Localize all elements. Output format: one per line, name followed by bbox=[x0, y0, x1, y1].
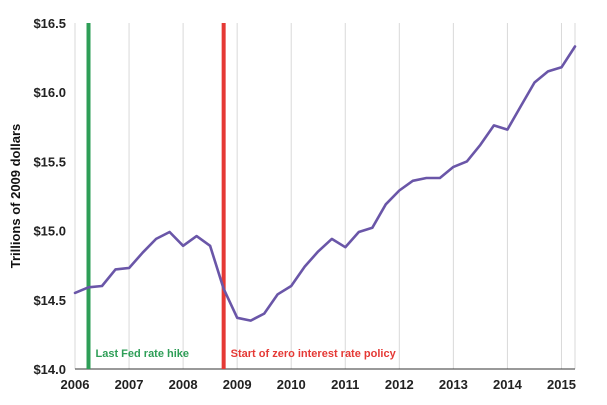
x-tick-label: 2010 bbox=[277, 377, 306, 392]
y-tick-label: $14.5 bbox=[33, 293, 66, 308]
y-axis-ticks: $14.0 $14.5 $15.0 $15.5 $16.0 $16.5 bbox=[33, 16, 66, 377]
x-tick-label: 2007 bbox=[115, 377, 144, 392]
y-tick-label: $16.5 bbox=[33, 16, 66, 31]
x-tick-label: 2009 bbox=[223, 377, 252, 392]
x-tick-label: 2008 bbox=[169, 377, 198, 392]
series bbox=[73, 45, 577, 322]
x-tick-label: 2011 bbox=[331, 377, 359, 392]
x-tick-label: 2006 bbox=[61, 377, 90, 392]
y-tick-label: $15.5 bbox=[33, 154, 66, 169]
x-tick-label: 2013 bbox=[439, 377, 468, 392]
x-tick-label: 2015 bbox=[547, 377, 576, 392]
y-axis-label: Trillions of 2009 dollars bbox=[8, 124, 23, 269]
x-tick-label: 2012 bbox=[385, 377, 414, 392]
series-line-0 bbox=[73, 45, 577, 322]
x-axis-ticks: 2006 2007 2008 2009 2010 2011 2012 2013 2014 2015 bbox=[61, 377, 576, 392]
x-tick-label: 2014 bbox=[493, 377, 523, 392]
y-tick-label: $15.0 bbox=[33, 224, 66, 239]
annotation-label-0: Last Fed rate hike bbox=[96, 348, 190, 360]
grid bbox=[74, 23, 576, 370]
y-tick-label: $16.0 bbox=[33, 85, 66, 100]
y-tick-label: $14.0 bbox=[33, 362, 66, 377]
annotation-label-1: Start of zero interest rate policy bbox=[231, 348, 397, 360]
annotations: Last Fed rate hike Start of zero interest… bbox=[86, 23, 397, 369]
